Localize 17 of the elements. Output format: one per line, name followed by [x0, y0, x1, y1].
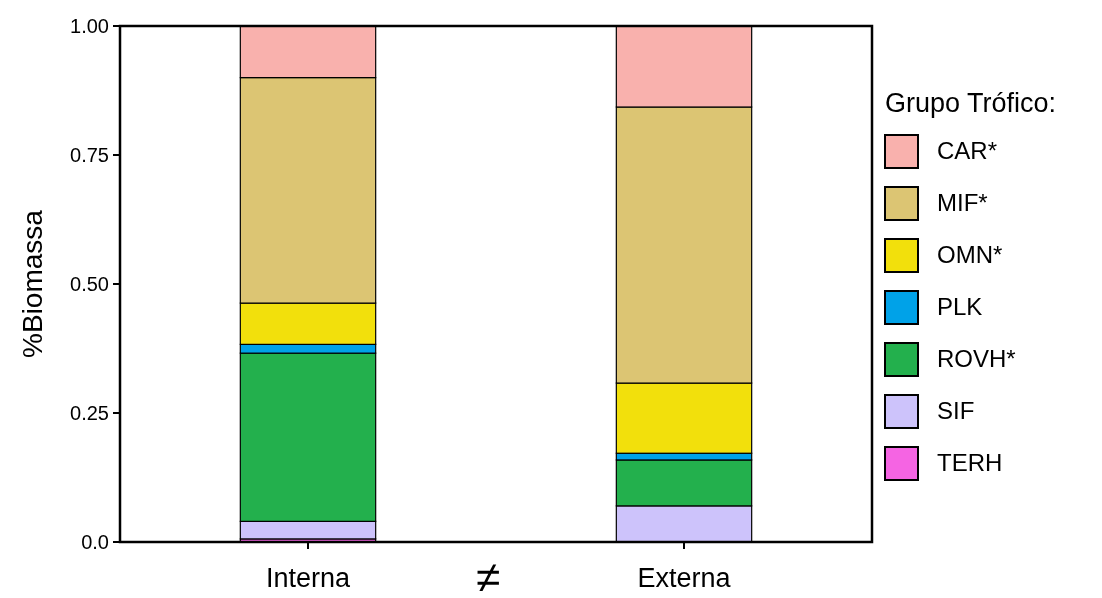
legend-label: OMN*: [937, 241, 1003, 269]
legend-title: Grupo Trófico:: [885, 88, 1057, 119]
legend-label: ROVH*: [937, 345, 1016, 373]
y-tick-label: 1.00: [70, 15, 109, 37]
y-tick-label: 0.50: [70, 273, 109, 295]
legend-label: SIF: [937, 397, 975, 425]
text: ≠: [475, 552, 501, 598]
y-axis-title: %Biomassa: [17, 209, 48, 358]
legend-label: MIF*: [937, 189, 988, 217]
y-tick-label: 0.25: [70, 402, 109, 424]
legend-label: CAR*: [937, 137, 998, 165]
legend-label: TERH: [937, 449, 1003, 477]
y-tick-label: 0.75: [70, 144, 109, 166]
x-tick-label: Externa: [637, 563, 732, 593]
y-tick-label: 0.0: [81, 531, 109, 553]
x-tick-label: Interna: [265, 563, 352, 593]
legend-label: PLK: [937, 293, 983, 321]
